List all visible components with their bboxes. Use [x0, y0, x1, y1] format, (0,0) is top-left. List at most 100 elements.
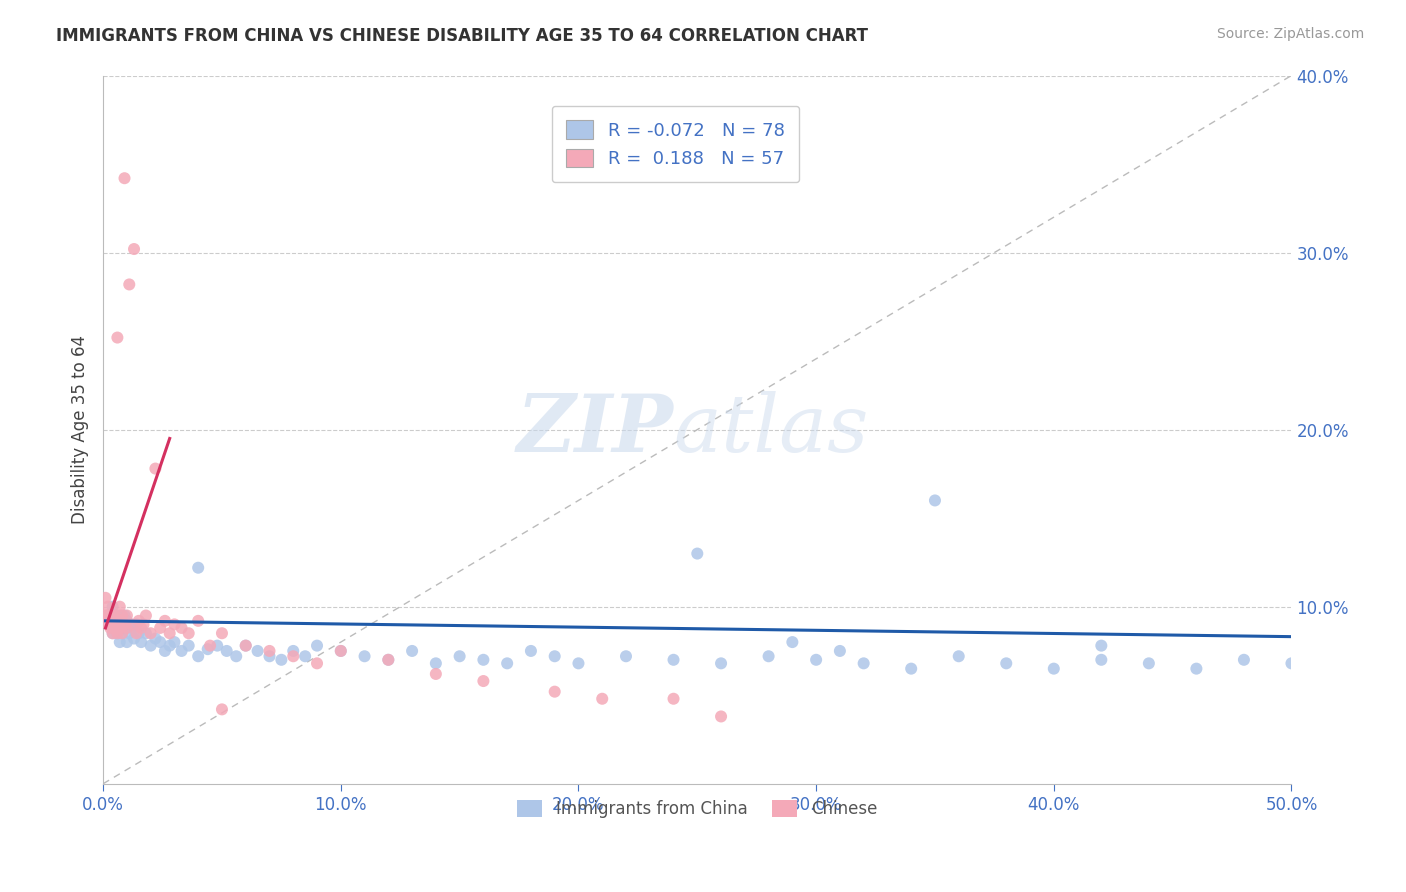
Point	[294, 649, 316, 664]
Point	[197, 642, 219, 657]
Point	[449, 649, 471, 664]
Point	[187, 614, 209, 628]
Point	[305, 639, 328, 653]
Point	[115, 635, 138, 649]
Point	[118, 277, 141, 292]
Point	[105, 330, 128, 344]
Point	[111, 626, 134, 640]
Point	[305, 657, 328, 671]
Point	[353, 649, 375, 664]
Point	[98, 608, 121, 623]
Y-axis label: Disability Age 35 to 64: Disability Age 35 to 64	[72, 335, 89, 524]
Point	[114, 608, 136, 623]
Point	[187, 560, 209, 574]
Point	[377, 653, 399, 667]
Point	[101, 626, 124, 640]
Point	[104, 608, 127, 623]
Point	[270, 653, 292, 667]
Point	[149, 635, 172, 649]
Point	[115, 608, 138, 623]
Point	[235, 639, 257, 653]
Point	[235, 639, 257, 653]
Point	[544, 649, 567, 664]
Point	[159, 626, 181, 640]
Point	[567, 657, 589, 671]
Point	[132, 617, 155, 632]
Point	[135, 626, 157, 640]
Point	[111, 608, 134, 623]
Point	[111, 617, 134, 632]
Point	[177, 626, 200, 640]
Point	[115, 621, 138, 635]
Point	[710, 657, 733, 671]
Point	[948, 649, 970, 664]
Point	[114, 171, 136, 186]
Point	[121, 621, 143, 635]
Point	[215, 644, 238, 658]
Point	[139, 626, 162, 640]
Point	[472, 674, 495, 689]
Point	[97, 608, 120, 623]
Point	[1185, 662, 1208, 676]
Point	[225, 649, 247, 664]
Point	[170, 621, 193, 635]
Point	[205, 639, 228, 653]
Point	[159, 639, 181, 653]
Point	[104, 621, 127, 635]
Point	[1137, 657, 1160, 671]
Point	[170, 644, 193, 658]
Point	[246, 644, 269, 658]
Point	[614, 649, 637, 664]
Point	[163, 617, 186, 632]
Text: ZIP: ZIP	[516, 391, 673, 468]
Point	[259, 644, 281, 658]
Point	[686, 547, 709, 561]
Point	[187, 649, 209, 664]
Point	[995, 657, 1018, 671]
Point	[101, 599, 124, 614]
Point	[97, 608, 120, 623]
Point	[104, 621, 127, 635]
Point	[108, 621, 131, 635]
Point	[108, 614, 131, 628]
Point	[94, 591, 117, 605]
Point	[329, 644, 352, 658]
Point	[125, 626, 148, 640]
Point	[128, 614, 150, 628]
Point	[163, 635, 186, 649]
Text: IMMIGRANTS FROM CHINA VS CHINESE DISABILITY AGE 35 TO 64 CORRELATION CHART: IMMIGRANTS FROM CHINA VS CHINESE DISABIL…	[56, 27, 869, 45]
Point	[828, 644, 851, 658]
Point	[804, 653, 827, 667]
Point	[104, 614, 127, 628]
Point	[125, 617, 148, 632]
Point	[377, 653, 399, 667]
Point	[104, 608, 127, 623]
Point	[108, 608, 131, 623]
Point	[211, 702, 233, 716]
Point	[852, 657, 875, 671]
Point	[98, 621, 121, 635]
Point	[105, 626, 128, 640]
Point	[591, 691, 613, 706]
Point	[425, 657, 447, 671]
Point	[211, 626, 233, 640]
Point	[94, 608, 117, 623]
Point	[101, 608, 124, 623]
Point	[139, 639, 162, 653]
Point	[1233, 653, 1256, 667]
Point	[177, 639, 200, 653]
Point	[544, 684, 567, 698]
Point	[1042, 662, 1064, 676]
Point	[924, 493, 946, 508]
Point	[520, 644, 543, 658]
Point	[198, 639, 221, 653]
Point	[129, 635, 152, 649]
Point	[111, 626, 134, 640]
Point	[1375, 662, 1398, 676]
Point	[329, 644, 352, 658]
Point	[145, 461, 167, 475]
Point	[782, 635, 804, 649]
Point	[98, 614, 121, 628]
Point	[1090, 639, 1112, 653]
Point	[1281, 657, 1303, 671]
